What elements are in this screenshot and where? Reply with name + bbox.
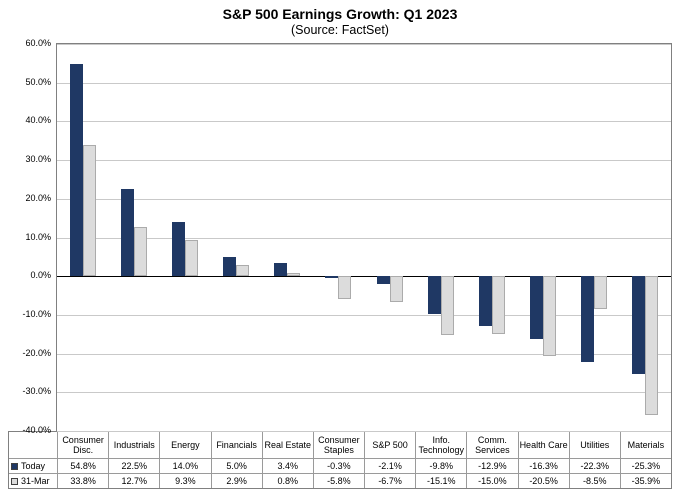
bar-today-real-estate (274, 263, 288, 277)
y-tick-label: -20.0% (22, 347, 51, 358)
y-tick-label: -10.0% (22, 308, 51, 319)
value-today-consumer-disc: 54.8% (57, 458, 109, 473)
value-31-mar-materials: -35.9% (619, 473, 671, 488)
value-31-mar-industrials: 12.7% (108, 473, 160, 488)
bar-today-materials (632, 276, 646, 375)
bar-today-industrials (120, 189, 134, 277)
bar-31-mar-health-care (543, 276, 557, 356)
bar-31-mar-comm-services (491, 276, 505, 335)
value-today-financials: 5.0% (210, 458, 262, 473)
category-header-industrials: Industrials (108, 432, 159, 458)
bar-today-s-p-500 (376, 276, 390, 285)
legend-label-31-mar: 31-Mar (21, 475, 50, 486)
value-31-mar-financials: 2.9% (210, 473, 262, 488)
data-table: Consumer Disc. Industrials Energy Financial… (8, 431, 672, 489)
bar-today-financials (223, 256, 237, 277)
bar-31-mar-consumer-disc (82, 145, 96, 277)
chart-title: S&P 500 Earnings Growth: Q1 2023 (222, 6, 458, 22)
gridline (57, 160, 671, 162)
gridline (57, 353, 671, 355)
gridline (57, 82, 671, 84)
bar-31-mar-materials (645, 276, 659, 416)
value-31-mar-info-technology: -15.1% (415, 473, 467, 488)
category-header-s-p-500: S&P 500 (364, 432, 415, 458)
zero-axis-line (57, 276, 671, 278)
chart-subtitle: (Source: FactSet) (291, 23, 389, 37)
bar-today-energy (171, 222, 185, 277)
value-today-energy: 14.0% (159, 458, 211, 473)
category-header-info-technology: Info. Technology (415, 432, 466, 458)
category-header-financials: Financials (210, 432, 262, 458)
gridline (57, 121, 671, 123)
value-today-health-care: -16.3% (517, 458, 569, 473)
gridline (57, 392, 671, 394)
value-31-mar-s-p-500: -6.7% (364, 473, 416, 488)
category-header-consumer-staples: Consumer Staples (312, 432, 364, 458)
y-tick-label: 10.0% (25, 231, 51, 242)
bar-today-utilities (581, 276, 595, 363)
gridline (57, 237, 671, 239)
bar-31-mar-info-technology (440, 276, 454, 335)
category-header-energy: Energy (159, 432, 210, 458)
category-header-utilities: Utilities (568, 432, 620, 458)
legend-swatch-31-mar (11, 477, 18, 485)
plot-area (56, 43, 672, 432)
legend-swatch-today (11, 462, 18, 470)
category-header-real-estate: Real Estate (261, 432, 313, 458)
bar-31-mar-utilities (594, 276, 608, 310)
y-tick-label: -40.0% (22, 425, 51, 435)
value-today-utilities: -22.3% (568, 458, 620, 473)
legend-31-mar: 31-Mar (9, 473, 57, 488)
category-header-health-care: Health Care (517, 432, 569, 458)
value-today-s-p-500: -2.1% (364, 458, 416, 473)
bar-31-mar-real-estate (287, 273, 301, 277)
value-today-info-technology: -9.8% (415, 458, 467, 473)
value-31-mar-health-care: -20.5% (517, 473, 569, 488)
gridline (57, 431, 671, 432)
bar-today-consumer-disc (69, 64, 83, 277)
y-tick-label: 60.0% (25, 38, 51, 48)
value-31-mar-comm-services: -15.0% (466, 473, 518, 488)
y-tick-label: 0.0% (30, 270, 51, 281)
value-31-mar-consumer-staples: -5.8% (312, 473, 364, 488)
bar-31-mar-industrials (133, 227, 147, 277)
category-header-materials: Materials (619, 432, 671, 458)
y-tick-label: 50.0% (25, 76, 51, 87)
bar-31-mar-consumer-staples (338, 276, 352, 299)
table-corner-cell (9, 432, 57, 458)
value-31-mar-real-estate: 0.8% (261, 473, 313, 488)
y-tick-label: 30.0% (25, 154, 51, 165)
y-tick-label: 20.0% (25, 192, 51, 203)
category-header-comm-services: Comm. Services (466, 432, 517, 458)
bar-today-info-technology (427, 276, 441, 315)
y-axis: 60.0% 50.0% 40.0% 30.0% 20.0% 10.0% 0.0% -10.0%… (8, 38, 56, 435)
plot-row: 60.0% 50.0% 40.0% 30.0% 20.0% 10.0% 0.0% -10.0%… (8, 38, 672, 435)
value-today-real-estate: 3.4% (261, 458, 313, 473)
gridline (57, 198, 671, 200)
legend-label-today: Today (21, 460, 46, 471)
bar-today-consumer-staples (325, 276, 339, 279)
bar-31-mar-energy (184, 240, 198, 277)
value-31-mar-consumer-disc: 33.8% (57, 473, 109, 488)
category-header-consumer-disc: Consumer Disc. (57, 432, 108, 458)
value-31-mar-energy: 9.3% (159, 473, 211, 488)
gridline (57, 314, 671, 316)
y-tick-label: -30.0% (22, 386, 51, 397)
value-31-mar-utilities: -8.5% (568, 473, 620, 488)
bar-31-mar-s-p-500 (389, 276, 403, 303)
bar-today-health-care (530, 276, 544, 340)
y-tick-label: 40.0% (25, 115, 51, 126)
value-today-industrials: 22.5% (108, 458, 160, 473)
bar-31-mar-financials (236, 264, 250, 277)
value-today-materials: -25.3% (619, 458, 671, 473)
gridline (57, 44, 671, 45)
value-today-consumer-staples: -0.3% (312, 458, 364, 473)
legend-today: Today (9, 458, 57, 473)
value-today-comm-services: -12.9% (466, 458, 518, 473)
bar-today-comm-services (478, 276, 492, 327)
